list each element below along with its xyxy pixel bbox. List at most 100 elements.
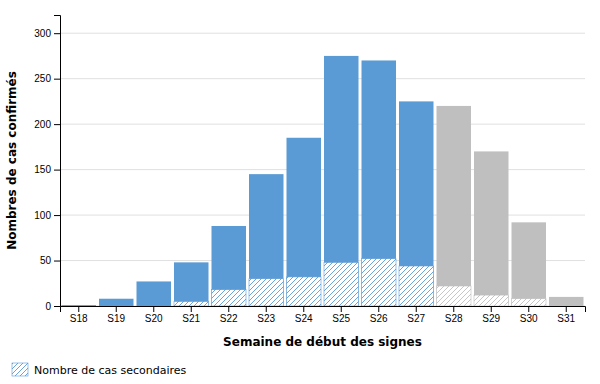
bar (287, 138, 322, 306)
tick-mark (341, 306, 342, 312)
plot: 050100150200250300S18S19S20S21S22S23S24S… (34, 16, 585, 325)
bar (62, 305, 97, 306)
tick-label: 300 (34, 28, 51, 39)
tick-mark (54, 124, 60, 125)
tick: S22 (220, 306, 238, 324)
secondary-bar (212, 290, 247, 306)
grid-line (60, 124, 585, 125)
tick: 0 (45, 301, 60, 312)
tick-label: 200 (34, 119, 51, 130)
tick: 150 (34, 164, 60, 175)
tick: S25 (332, 306, 350, 324)
tick-mark (228, 306, 229, 312)
tick: 50 (40, 255, 60, 266)
tick-label: S25 (332, 313, 350, 324)
tick: S19 (107, 306, 125, 324)
x-axis-title: Semaine de début des signes (223, 335, 422, 349)
tick: 250 (34, 73, 60, 84)
tick-label: 150 (34, 164, 51, 175)
secondary-bar (437, 286, 472, 306)
y-axis: 0 50 100 150 200 250 300 (34, 16, 60, 312)
tick-label: 100 (34, 210, 51, 221)
tick-label: 250 (34, 73, 51, 84)
tick: 100 (34, 210, 60, 221)
tick-mark (303, 306, 304, 312)
legend-item: Nombre de cas secondaires (12, 363, 187, 377)
secondary-bar (512, 299, 547, 306)
legend: Nombre de cas secondaires (12, 363, 187, 377)
secondary-bar (99, 306, 134, 307)
y-axis-title: Nombres de cas confirmés (5, 71, 19, 250)
secondary-bar (399, 266, 434, 306)
tick: S18 (70, 306, 88, 324)
tick-mark (116, 306, 117, 312)
bar (174, 262, 209, 306)
tick-label: S19 (107, 313, 125, 324)
tick-mark (54, 79, 60, 80)
bar (362, 60, 397, 306)
bar-series (62, 56, 584, 306)
tick: S27 (407, 306, 425, 324)
tick: S23 (257, 306, 275, 324)
legend-label: Nombre de cas secondaires (34, 364, 187, 377)
chart: 050100150200250300S18S19S20S21S22S23S24S… (0, 0, 600, 384)
tick: S26 (370, 306, 388, 324)
tick-label: S18 (70, 313, 88, 324)
secondary-bar (474, 295, 509, 306)
tick-label: S20 (145, 313, 163, 324)
x-axis: S18 S19 S20 S21 S22 S23 S24 S25 S26 S27 S28 S29 S30 S… (61, 306, 586, 324)
tick-mark (378, 306, 379, 312)
tick-mark (191, 306, 192, 312)
tick: 200 (34, 119, 60, 130)
bar (212, 226, 247, 306)
tick: S28 (445, 306, 463, 324)
bar (399, 101, 434, 306)
secondary-bar (62, 306, 97, 307)
bar (249, 174, 284, 306)
secondary-bar (362, 259, 397, 306)
secondary-bar (549, 306, 584, 307)
tick-label: S27 (407, 313, 425, 324)
tick-label: S24 (295, 313, 313, 324)
tick-mark (78, 306, 79, 312)
tick-label: S23 (257, 313, 275, 324)
tick-label: S26 (370, 313, 388, 324)
tick-mark (54, 306, 60, 307)
secondary-bar (174, 301, 209, 306)
tick-mark (491, 306, 492, 312)
tick-label: 50 (40, 255, 52, 266)
tick-label: 0 (45, 301, 51, 312)
grid (60, 33, 585, 306)
tick-mark (153, 306, 154, 312)
tick-label: S31 (557, 313, 575, 324)
bar (512, 222, 547, 306)
tick: 300 (34, 28, 60, 39)
tick: S21 (182, 306, 200, 324)
tick-label: S29 (482, 313, 500, 324)
tick-mark (453, 306, 454, 312)
tick-mark (54, 33, 60, 34)
tick-mark (416, 306, 417, 312)
tick: S24 (295, 306, 313, 324)
legend-swatch (12, 363, 28, 376)
bar-series (174, 259, 546, 306)
axis-line (61, 307, 586, 313)
tick-mark (266, 306, 267, 312)
secondary-bar (137, 306, 172, 307)
bars (62, 56, 584, 306)
tick-label: S22 (220, 313, 238, 324)
tick-label: S21 (182, 313, 200, 324)
tick-mark (54, 215, 60, 216)
secondary-bar (324, 262, 359, 306)
tick-mark (54, 170, 60, 171)
tick-mark (528, 306, 529, 312)
bar (99, 299, 134, 306)
bar (137, 281, 172, 306)
tick-label: S30 (520, 313, 538, 324)
tick-label: S28 (445, 313, 463, 324)
tick: S29 (482, 306, 500, 324)
bar (549, 297, 584, 306)
axis-line (54, 16, 61, 307)
bar (437, 106, 472, 306)
secondary-bar (249, 279, 284, 306)
